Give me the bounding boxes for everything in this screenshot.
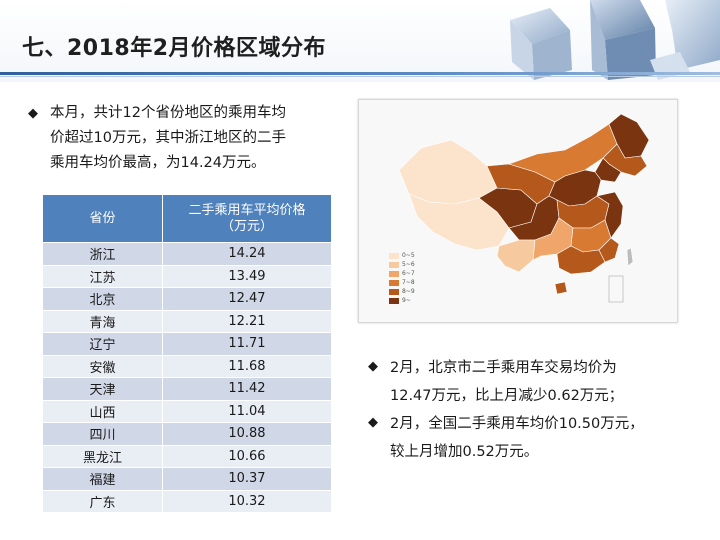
map-legend: 0~5 5~6 6~7 7~8 8~9 9~ (389, 251, 415, 305)
region-taiwan (626, 247, 634, 267)
column-header-price: 二手乘用车平均价格 （万元） (161, 194, 333, 243)
national-bullet: 2月，全国二手乘用车均价10.50万元， 较上月增加0.52万元。 (390, 410, 710, 466)
region-xinjiang (398, 139, 498, 205)
beijing-bullet: 2月，北京市二手乘用车交易均价为 12.47万元，比上月减少0.62万元； (390, 354, 710, 410)
province-cell: 福建 (42, 467, 163, 491)
price-cell: 13.49 (161, 264, 333, 288)
province-cell: 安徽 (42, 354, 163, 378)
legend-label: 6~7 (402, 270, 415, 277)
legend-label: 0~5 (402, 252, 415, 259)
table-row: 四川 10.88 (42, 422, 333, 446)
province-cell: 山西 (42, 399, 163, 423)
region-tibet (408, 193, 510, 251)
province-cell: 黑龙江 (42, 444, 163, 468)
province-cell: 浙江 (42, 242, 163, 266)
summary-bullet: 本月，共计12个省份地区的乘用车均 价超过10万元，其中浙江地区的二手 乘用车均… (50, 101, 350, 176)
table-row: 黑龙江 10.66 (42, 444, 333, 468)
bullet-line: 较上月增加0.52万元。 (390, 444, 539, 460)
bullet-line: 2月，北京市二手乘用车交易均价为 (390, 360, 617, 376)
summary-line: 乘用车均价最高，为14.24万元。 (50, 155, 266, 171)
table-header-row: 省份 二手乘用车平均价格 （万元） (42, 194, 333, 243)
bullet-line: 2月，全国二手乘用车均价10.50万元， (390, 416, 644, 432)
region-yunnan (496, 239, 536, 273)
province-cell: 辽宁 (42, 332, 163, 356)
price-cell: 12.47 (161, 287, 333, 311)
table-row: 天津 11.42 (42, 377, 333, 401)
summary-line: 价超过10万元，其中浙江地区的二手 (50, 130, 286, 146)
legend-item: 5~6 (389, 260, 415, 269)
diamond-bullet-icon: ◆ (368, 415, 378, 430)
table-row: 山西 11.04 (42, 399, 333, 423)
table-row: 北京 12.47 (42, 287, 333, 311)
province-cell: 天津 (42, 377, 163, 401)
legend-item: 0~5 (389, 251, 415, 260)
legend-swatch (389, 261, 399, 268)
province-cell: 江苏 (42, 264, 163, 288)
price-cell: 10.37 (161, 467, 333, 491)
table-row: 福建 10.37 (42, 467, 333, 491)
table-row: 辽宁 11.71 (42, 332, 333, 356)
price-cell: 11.42 (161, 377, 333, 401)
province-cell: 北京 (42, 287, 163, 311)
diamond-bullet-icon: ◆ (368, 359, 378, 374)
diamond-bullet-icon: ◆ (28, 106, 38, 121)
price-cell: 11.04 (161, 399, 333, 423)
column-header-province: 省份 (42, 194, 163, 243)
legend-swatch (389, 270, 399, 277)
legend-item: 9~ (389, 296, 415, 305)
legend-swatch (389, 252, 399, 259)
legend-label: 8~9 (402, 288, 415, 295)
price-cell: 14.24 (161, 242, 333, 266)
legend-swatch (389, 279, 399, 286)
province-cell: 青海 (42, 309, 163, 333)
legend-item: 8~9 (389, 287, 415, 296)
price-cell: 10.32 (161, 489, 333, 513)
decorative-cubes-image (510, 0, 720, 80)
china-map-image (398, 113, 650, 303)
price-header-line2: （万元） (220, 218, 273, 234)
price-cell: 11.71 (161, 332, 333, 356)
price-header-line1: 二手乘用车平均价格 (188, 202, 306, 218)
price-cell: 10.66 (161, 444, 333, 468)
province-cell: 广东 (42, 489, 163, 513)
legend-swatch (389, 288, 399, 295)
header-thin-line (0, 76, 720, 77)
table-row: 青海 12.21 (42, 309, 333, 333)
legend-item: 7~8 (389, 278, 415, 287)
price-cell: 12.21 (161, 309, 333, 333)
bullet-line: 12.47万元，比上月减少0.62万元； (390, 388, 624, 404)
summary-line: 本月，共计12个省份地区的乘用车均 (50, 105, 286, 121)
table-row: 广东 10.32 (42, 489, 333, 513)
legend-swatch (389, 297, 399, 304)
region-hainan (554, 281, 568, 295)
china-price-map: 0~5 5~6 6~7 7~8 8~9 9~ (358, 99, 678, 323)
region-fujian (598, 237, 620, 263)
legend-label: 9~ (402, 297, 411, 304)
table-row: 安徽 11.68 (42, 354, 333, 378)
legend-label: 5~6 (402, 261, 415, 268)
legend-label: 7~8 (402, 279, 415, 286)
province-price-table: 省份 二手乘用车平均价格 （万元） 浙江 14.24 江苏 13.49 北京 12.4… (42, 194, 333, 513)
region-east-coast (596, 191, 624, 239)
legend-item: 6~7 (389, 269, 415, 278)
province-cell: 四川 (42, 422, 163, 446)
header-accent-line (0, 72, 720, 75)
table-row: 江苏 13.49 (42, 264, 333, 288)
page-title: 七、2018年2月价格区域分布 (22, 36, 327, 61)
table-row: 浙江 14.24 (42, 242, 333, 266)
price-cell: 11.68 (161, 354, 333, 378)
price-cell: 10.88 (161, 422, 333, 446)
